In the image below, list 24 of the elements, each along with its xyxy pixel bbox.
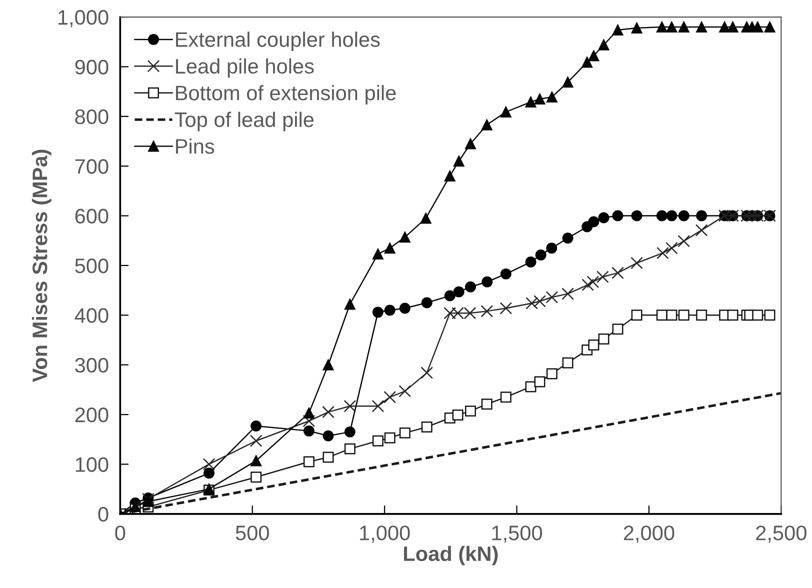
y-tick-label: 400 xyxy=(74,308,108,323)
x-tick-label: 2,000 xyxy=(624,526,674,543)
y-tick-label: 1,000 xyxy=(58,10,108,28)
y-tick-label: 700 xyxy=(75,159,108,174)
y-axis-title: Von Mises Stress (MPa) xyxy=(32,150,52,382)
y-tick-label: 600 xyxy=(75,208,108,224)
y-tick-label: 800 xyxy=(75,109,108,124)
x-tick-label: 2,500 xyxy=(756,526,806,543)
y-tick-label: 300 xyxy=(75,358,108,373)
legend-label: Lead pile holes xyxy=(176,58,314,78)
y-tick-label: 200 xyxy=(75,408,108,422)
legend-label: Bottom of extension pile xyxy=(176,85,396,104)
legend-label: Pins xyxy=(176,138,214,154)
y-tick-label: 0 xyxy=(98,506,108,522)
y-tick-label: 100 xyxy=(76,457,108,472)
x-tick-label: 0 xyxy=(115,526,126,540)
y-tick-label: 900 xyxy=(75,60,108,74)
x-tick-label: 500 xyxy=(236,526,269,540)
legend-label: Top of lead pile xyxy=(174,112,314,132)
x-tick-label: 1,000 xyxy=(360,526,410,543)
legend-label: External coupler holes xyxy=(176,32,380,52)
y-tick-label: 500 xyxy=(75,258,108,274)
x-axis-title: Load (kN) xyxy=(404,546,498,566)
x-tick-label: 1,500 xyxy=(492,526,542,543)
